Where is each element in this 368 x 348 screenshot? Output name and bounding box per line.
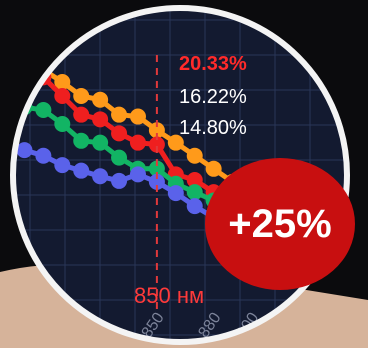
data-point [73,132,90,149]
data-point [73,88,90,104]
data-point [35,147,52,164]
data-point [54,116,71,132]
data-point [186,147,203,164]
data-point [111,106,128,123]
data-point [148,160,165,177]
data-point [148,136,165,153]
data-point [186,172,203,188]
data-point [148,173,165,190]
data-point [186,184,203,201]
data-point [205,160,222,177]
wavelength-label: 850 нм [134,283,205,308]
data-point [35,102,52,118]
data-point [54,74,71,90]
data-point [148,122,165,139]
data-point [92,91,109,108]
improvement-badge: +25% [205,158,355,290]
data-point [111,172,128,189]
lens-ring [10,5,350,345]
readout-blue-series: 14.80% [179,117,247,139]
data-point [54,157,71,174]
readout-orange-series: 20.33% [179,53,247,75]
data-point [73,106,90,123]
data-point [129,134,146,151]
data-point [186,198,203,215]
data-point [111,125,128,142]
data-point [111,149,128,166]
data-point [129,166,146,183]
data-point [73,162,90,179]
readout-green-series: 16.22% [179,86,247,108]
data-point [92,111,109,128]
improvement-badge-text: +25% [228,201,332,246]
data-point [54,88,71,104]
data-point [16,142,33,159]
data-point [92,168,109,185]
data-point [167,134,184,151]
data-point [129,108,146,125]
data-point [92,134,109,151]
data-point [167,185,184,202]
